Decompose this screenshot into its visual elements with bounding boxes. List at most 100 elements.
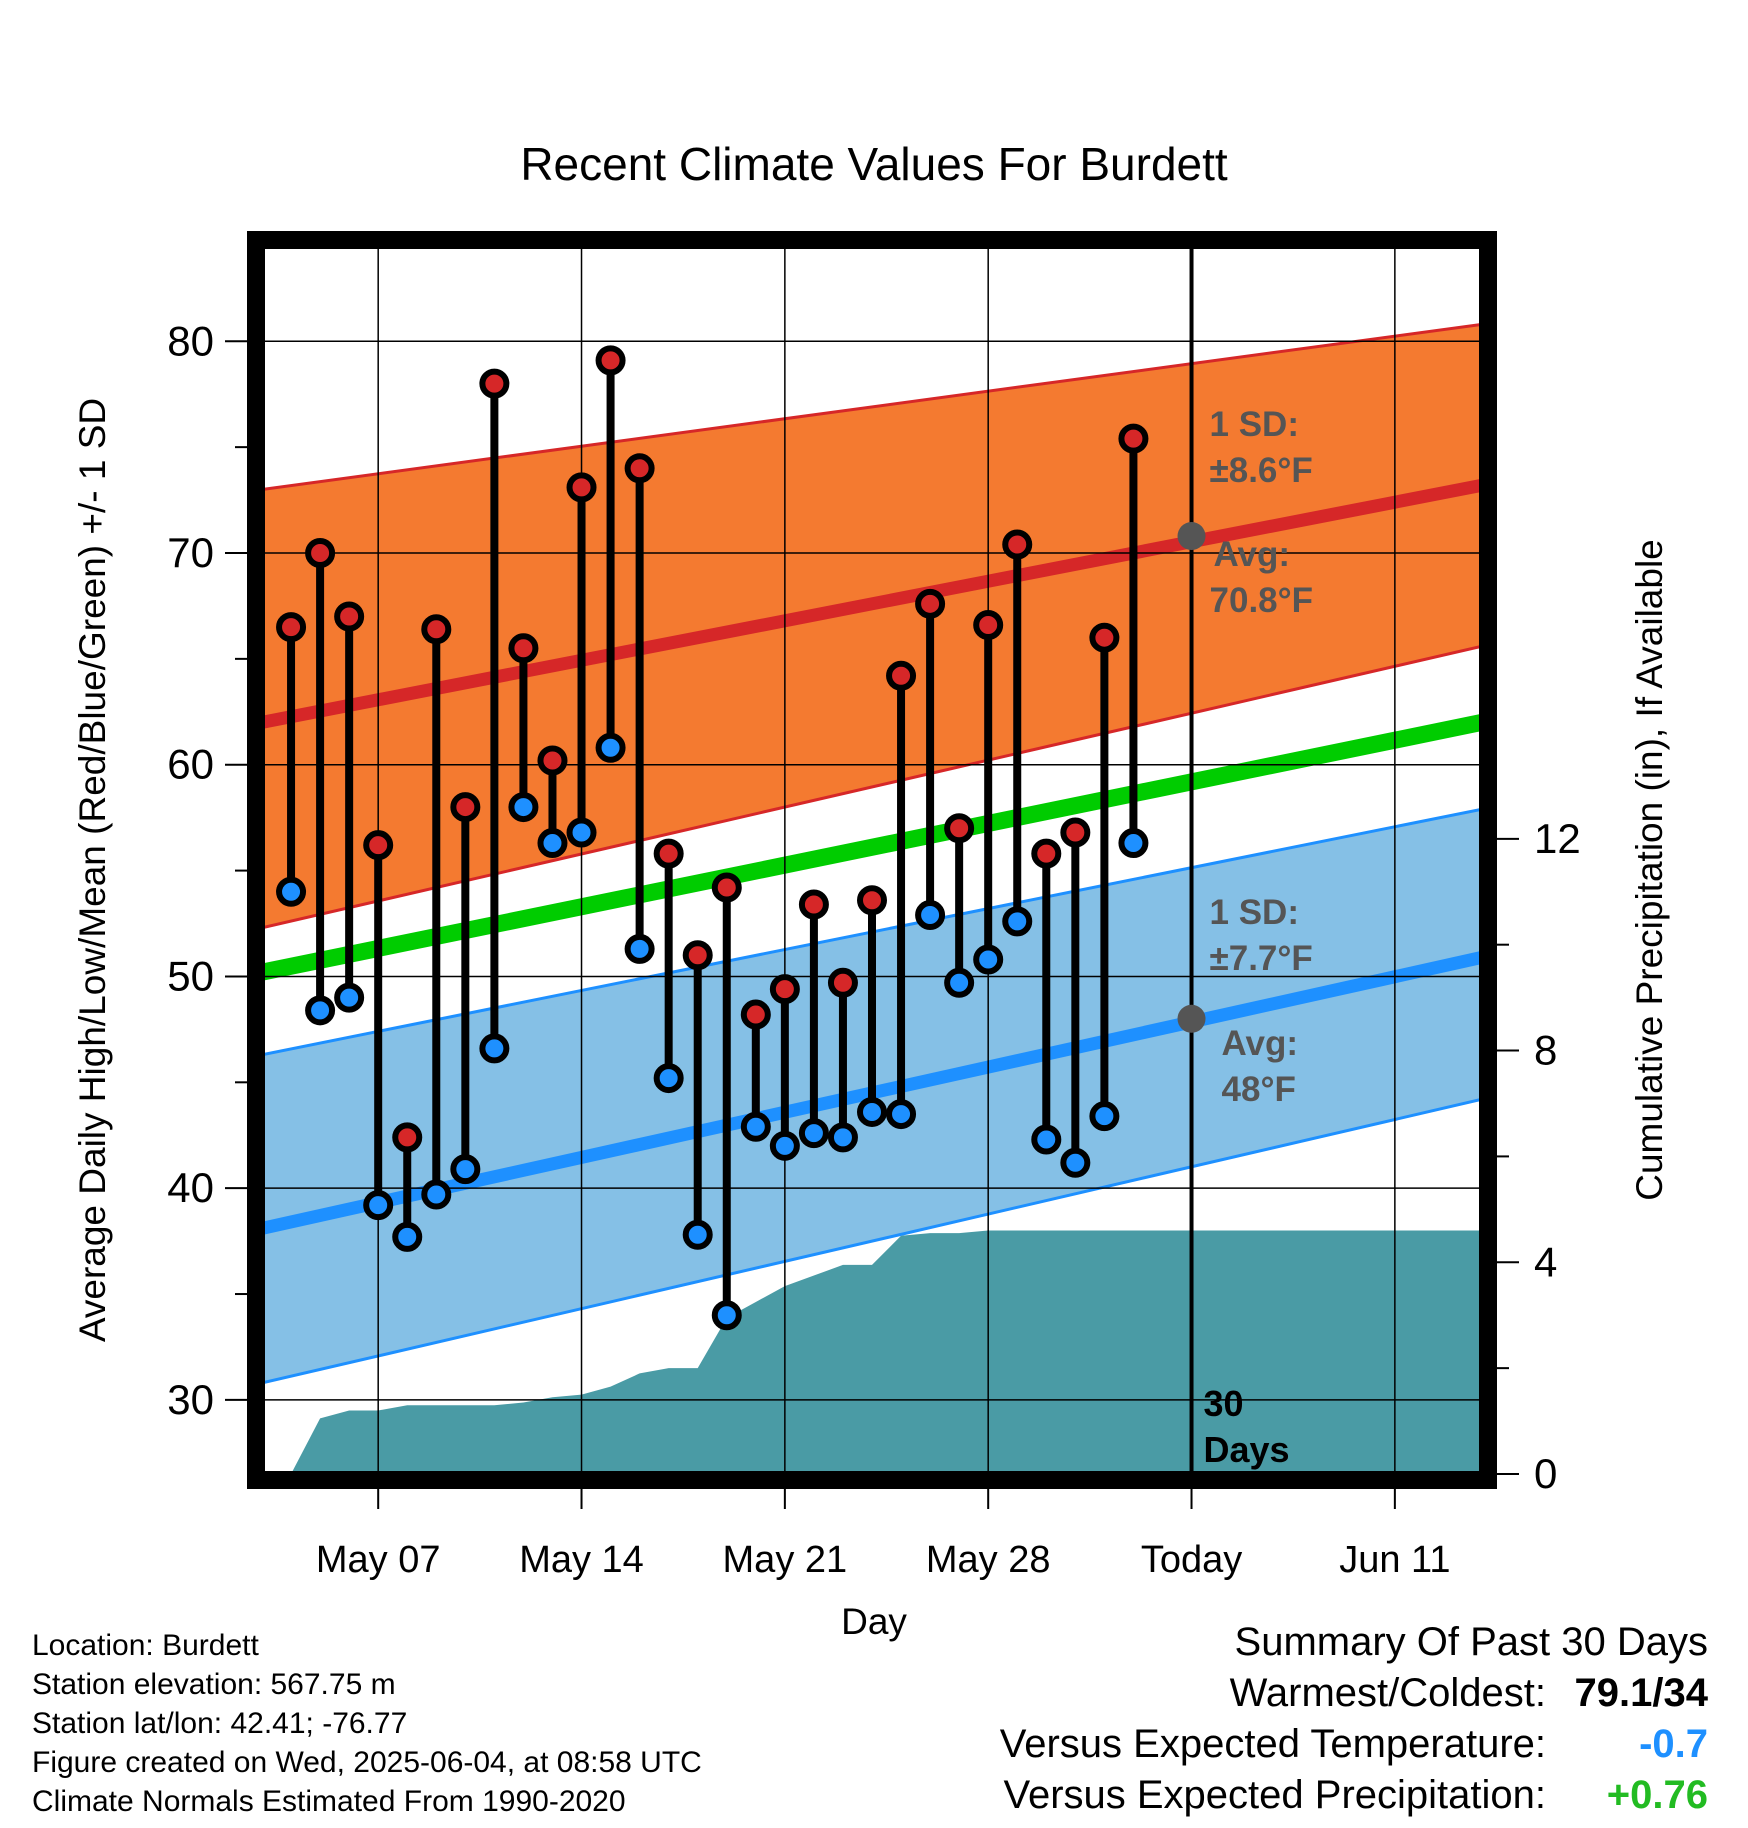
- daily-high-point: [508, 633, 539, 664]
- normals-text: Climate Normals Estimated From 1990-2020: [32, 1785, 626, 1818]
- daily-low-point: [624, 933, 655, 964]
- daily-low-point: [682, 1219, 713, 1250]
- daily-high-point: [1089, 622, 1120, 653]
- high-sd-value: ±8.6°F: [1210, 451, 1313, 490]
- daily-high-point: [421, 614, 452, 645]
- daily-low-point: [886, 1099, 917, 1130]
- temp-delta-label: Versus Expected Temperature:: [999, 1722, 1546, 1766]
- daily-high-point: [450, 792, 481, 823]
- normal-high-upper-edge: [262, 322, 1482, 491]
- y2-tick-label: 12: [1534, 815, 1581, 862]
- daily-low-point: [1031, 1124, 1062, 1155]
- daily-low-point: [1150, 0, 1174, 12]
- daily-high-point: [566, 472, 597, 503]
- daily-high-point: [624, 453, 655, 484]
- y-tick-label: 50: [167, 952, 214, 999]
- high-sd-label: 1 SD:: [1210, 405, 1299, 444]
- daily-low-point: [1002, 906, 1033, 937]
- daily-high-point: [740, 999, 771, 1030]
- low-sd-value: ±7.7°F: [1210, 939, 1313, 978]
- daily-low-point: [595, 732, 626, 763]
- daily-low-point: [769, 1130, 800, 1161]
- x-tick-label: Jun 11: [1339, 1539, 1450, 1581]
- summary-title: Summary Of Past 30 Days: [1234, 1620, 1708, 1664]
- chart-title: Recent Climate Values For Burdett: [520, 138, 1228, 190]
- x-axis-label: Day: [841, 1601, 907, 1642]
- daily-low-point: [276, 876, 307, 907]
- precip-delta-value: +0.76: [1606, 1773, 1708, 1817]
- coldest-value: 34: [1663, 1671, 1709, 1715]
- daily-low-point: [537, 828, 568, 859]
- daily-high-point: [1002, 529, 1033, 560]
- normal-high-sd-band: [262, 324, 1482, 928]
- y2-tick-label: 0: [1534, 1450, 1557, 1497]
- daily-high-point: [769, 974, 800, 1005]
- x-tick-label: May 07: [316, 1539, 441, 1581]
- daily-low-point: [973, 944, 1004, 975]
- daily-high-point: [1031, 838, 1062, 869]
- high-avg-label: Avg:: [1214, 535, 1290, 574]
- daily-low-point: [827, 1122, 858, 1153]
- daily-high-point: [886, 660, 917, 691]
- y-tick-label: 40: [167, 1164, 214, 1211]
- warmest-coldest-label: Warmest/Coldest:: [1229, 1671, 1546, 1715]
- today-label-count: 30: [1204, 1383, 1244, 1424]
- y-axis-label: Average Daily High/Low/Mean (Red/Blue/Gr…: [72, 398, 113, 1342]
- daily-low-point: [653, 1063, 684, 1094]
- daily-high-point: [653, 838, 684, 869]
- normal-low-lower-edge: [262, 1097, 1482, 1385]
- daily-low-point: [421, 1179, 452, 1210]
- daily-low-point: [711, 1300, 742, 1331]
- daily-high-point: [1060, 817, 1091, 848]
- warmest-coldest-value: 79.1/34: [1574, 1671, 1709, 1715]
- daily-high-point: [827, 967, 858, 998]
- y-tick-label: 70: [167, 529, 214, 576]
- daily-low-point: [915, 900, 946, 931]
- daily-low-point: [1118, 828, 1149, 859]
- daily-low-point: [508, 792, 539, 823]
- daily-high-point: [915, 588, 946, 619]
- x-tick-label: May 21: [723, 1539, 848, 1581]
- daily-low-point: [857, 1096, 887, 1127]
- y-tick-label: 60: [167, 741, 214, 788]
- today-normal-high-dot: [1177, 522, 1206, 551]
- x-tick-label: May 28: [926, 1539, 1051, 1581]
- today-label-unit: Days: [1204, 1429, 1290, 1470]
- precip-delta-label: Versus Expected Precipitation:: [1003, 1773, 1546, 1817]
- daily-high-point: [944, 813, 975, 844]
- daily-high-point: [276, 612, 307, 643]
- daily-low-point: [334, 982, 365, 1013]
- plot-frame: [247, 231, 1497, 1489]
- daily-low-point: [479, 1033, 510, 1064]
- daily-low-point: [566, 817, 597, 848]
- y2-tick-label: 8: [1534, 1027, 1557, 1074]
- plot-area: [262, 0, 1482, 1474]
- warmest-value: 79.1: [1574, 1671, 1653, 1715]
- daily-high-point: [363, 830, 394, 861]
- x-tick-label: Today: [1141, 1539, 1242, 1581]
- daily-high-point: [479, 368, 510, 399]
- y2-axis-label: Cumulative Precipitation (in), If Availa…: [1629, 539, 1670, 1201]
- daily-high-point: [1150, 0, 1174, 12]
- daily-low-point: [305, 995, 336, 1026]
- y2-tick-label: 4: [1534, 1238, 1557, 1285]
- y-tick-label: 80: [167, 317, 214, 364]
- daily-high-point: [711, 872, 742, 903]
- daily-high-point: [334, 601, 365, 632]
- normal-high-mean-line: [262, 478, 1482, 729]
- temp-delta-value: -0.7: [1639, 1722, 1708, 1766]
- elevation-text: Station elevation: 567.75 m: [32, 1668, 396, 1701]
- high-avg-value: 70.8°F: [1210, 581, 1314, 620]
- daily-high-point: [537, 745, 568, 776]
- location-text: Location: Burdett: [32, 1629, 259, 1662]
- daily-low-point: [450, 1154, 481, 1185]
- low-avg-value: 48°F: [1222, 1070, 1296, 1109]
- today-normal-low-dot: [1177, 1004, 1206, 1033]
- latlon-text: Station lat/lon: 42.41; -76.77: [32, 1707, 408, 1740]
- daily-high-point: [857, 885, 887, 916]
- x-tick-label: May 14: [519, 1539, 644, 1581]
- daily-low-point: [363, 1190, 394, 1221]
- daily-low-point: [944, 967, 975, 998]
- daily-low-point: [798, 1118, 829, 1149]
- daily-low-point: [392, 1221, 423, 1252]
